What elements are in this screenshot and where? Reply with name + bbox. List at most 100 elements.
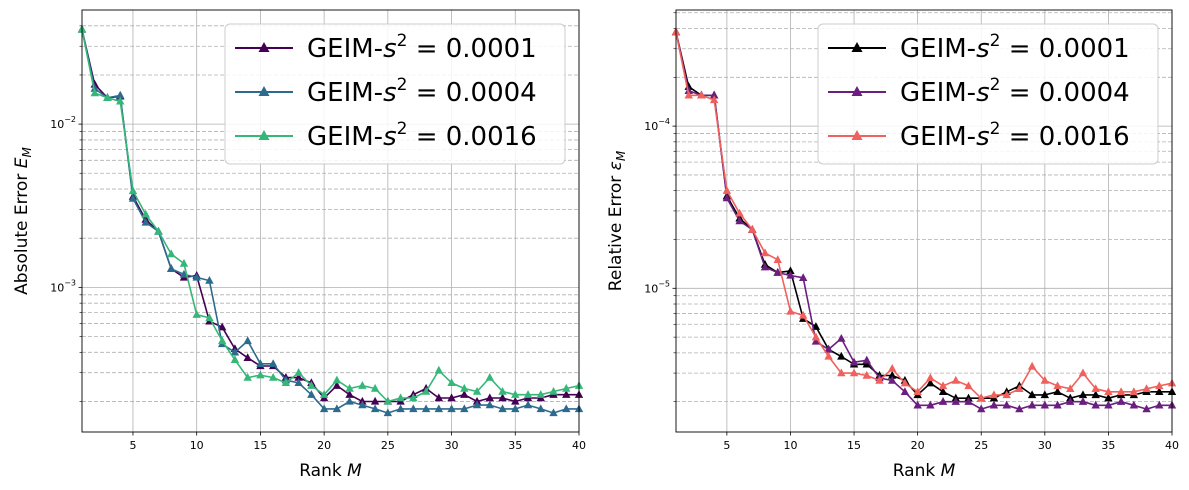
data-point-marker xyxy=(511,404,520,413)
x-tick-label: 25 xyxy=(381,439,395,452)
data-point-marker xyxy=(192,272,201,281)
x-tick-label: 5 xyxy=(129,439,136,452)
data-point-marker xyxy=(217,322,227,331)
legend-marker xyxy=(851,86,863,96)
data-point-marker xyxy=(307,390,316,398)
x-tick-label: 35 xyxy=(1101,439,1115,452)
data-point-marker xyxy=(294,378,303,387)
data-point-marker xyxy=(472,400,482,409)
legend-item-1: GEIM-s2 = 0.0001 xyxy=(828,31,1130,64)
data-point-marker xyxy=(786,266,795,275)
data-point-marker xyxy=(1129,387,1139,396)
legend-frame xyxy=(817,23,1159,165)
data-point-marker xyxy=(1027,400,1037,409)
data-point-marker xyxy=(938,397,948,405)
data-point-marker xyxy=(549,386,558,395)
data-point-marker xyxy=(230,355,240,363)
data-point-marker xyxy=(951,375,960,384)
data-point-marker xyxy=(1078,368,1088,377)
data-point-marker xyxy=(888,370,897,379)
data-point-marker xyxy=(709,95,719,104)
data-point-marker xyxy=(1015,404,1024,413)
data-point-marker xyxy=(849,368,859,377)
data-point-marker xyxy=(345,396,354,405)
data-point-marker xyxy=(989,400,999,409)
data-point-marker xyxy=(217,336,227,345)
legend: GEIM-s2 = 0.0001 GEIM-s2 = 0.0004 GEIM-s2 … xyxy=(817,23,1159,165)
data-point-marker xyxy=(926,378,935,387)
data-point-marker xyxy=(307,381,316,389)
data-point-marker xyxy=(396,393,405,402)
data-point-marker xyxy=(977,393,986,402)
data-point-marker xyxy=(511,396,520,405)
series-2 xyxy=(77,24,584,417)
data-point-marker xyxy=(434,393,444,402)
data-point-marker xyxy=(684,86,693,95)
legend-label: GEIM-s2 = 0.0001 xyxy=(307,31,537,64)
data-point-marker xyxy=(90,84,99,92)
data-point-marker xyxy=(358,381,367,389)
data-point-marker xyxy=(1002,390,1011,399)
data-point-marker xyxy=(1002,400,1011,409)
data-point-marker xyxy=(409,393,418,402)
data-point-marker xyxy=(434,365,444,374)
series-line xyxy=(81,29,580,403)
series-line xyxy=(675,31,1173,400)
data-point-marker xyxy=(837,333,846,342)
data-point-marker xyxy=(128,193,138,202)
legend-marker xyxy=(258,42,270,52)
data-point-marker xyxy=(1091,384,1100,393)
chart-panel-2: 10−5 10−4 5 10 15 20 25 30 35 40 Rank M Relative Er… xyxy=(606,9,1179,481)
data-point-marker xyxy=(103,93,112,101)
data-point-marker xyxy=(938,381,948,390)
data-point-marker xyxy=(485,393,494,402)
data-point-marker xyxy=(421,404,431,413)
data-point-marker xyxy=(485,373,494,381)
data-point-marker xyxy=(370,396,380,405)
data-point-marker xyxy=(977,404,986,413)
data-point-marker xyxy=(798,273,808,282)
data-point-marker xyxy=(230,347,240,356)
x-tick-label: 20 xyxy=(317,439,331,452)
data-point-marker xyxy=(811,332,821,341)
data-point-marker xyxy=(167,264,176,272)
x-tick-label: 5 xyxy=(723,439,730,452)
data-point-marker xyxy=(1129,400,1139,409)
data-point-marker xyxy=(498,386,507,395)
data-point-marker xyxy=(798,310,808,319)
data-point-marker xyxy=(243,336,252,345)
data-point-marker xyxy=(735,208,744,217)
data-point-marker xyxy=(383,408,393,417)
data-point-marker xyxy=(760,262,770,271)
data-point-marker xyxy=(167,249,176,258)
data-point-marker xyxy=(498,393,507,402)
data-point-marker xyxy=(345,383,354,392)
x-tick-label: 25 xyxy=(974,439,988,452)
data-point-marker xyxy=(562,390,571,398)
data-point-marker xyxy=(760,248,770,257)
x-tick-label: 35 xyxy=(508,439,522,452)
data-point-marker xyxy=(332,404,342,413)
y-tick-label: 10−4 xyxy=(644,117,670,133)
data-point-marker xyxy=(549,408,558,417)
data-point-marker xyxy=(938,387,948,396)
data-point-marker xyxy=(319,404,329,413)
data-point-marker xyxy=(1040,390,1050,399)
data-point-marker xyxy=(1155,387,1164,396)
data-point-marker xyxy=(1142,384,1151,393)
y-tick-label: 10−3 xyxy=(50,278,76,294)
data-point-marker xyxy=(485,400,494,409)
data-point-marker xyxy=(786,270,795,279)
data-point-marker xyxy=(294,368,303,376)
data-point-marker xyxy=(862,370,871,379)
data-point-marker xyxy=(1142,404,1151,413)
data-point-marker xyxy=(128,186,138,195)
data-point-marker xyxy=(1116,397,1126,405)
legend-marker xyxy=(851,130,863,140)
data-point-marker xyxy=(205,313,214,322)
x-axis-label: Rank M xyxy=(893,461,956,481)
data-point-marker xyxy=(837,368,846,377)
data-point-marker xyxy=(964,397,973,405)
data-point-marker xyxy=(1155,381,1164,390)
